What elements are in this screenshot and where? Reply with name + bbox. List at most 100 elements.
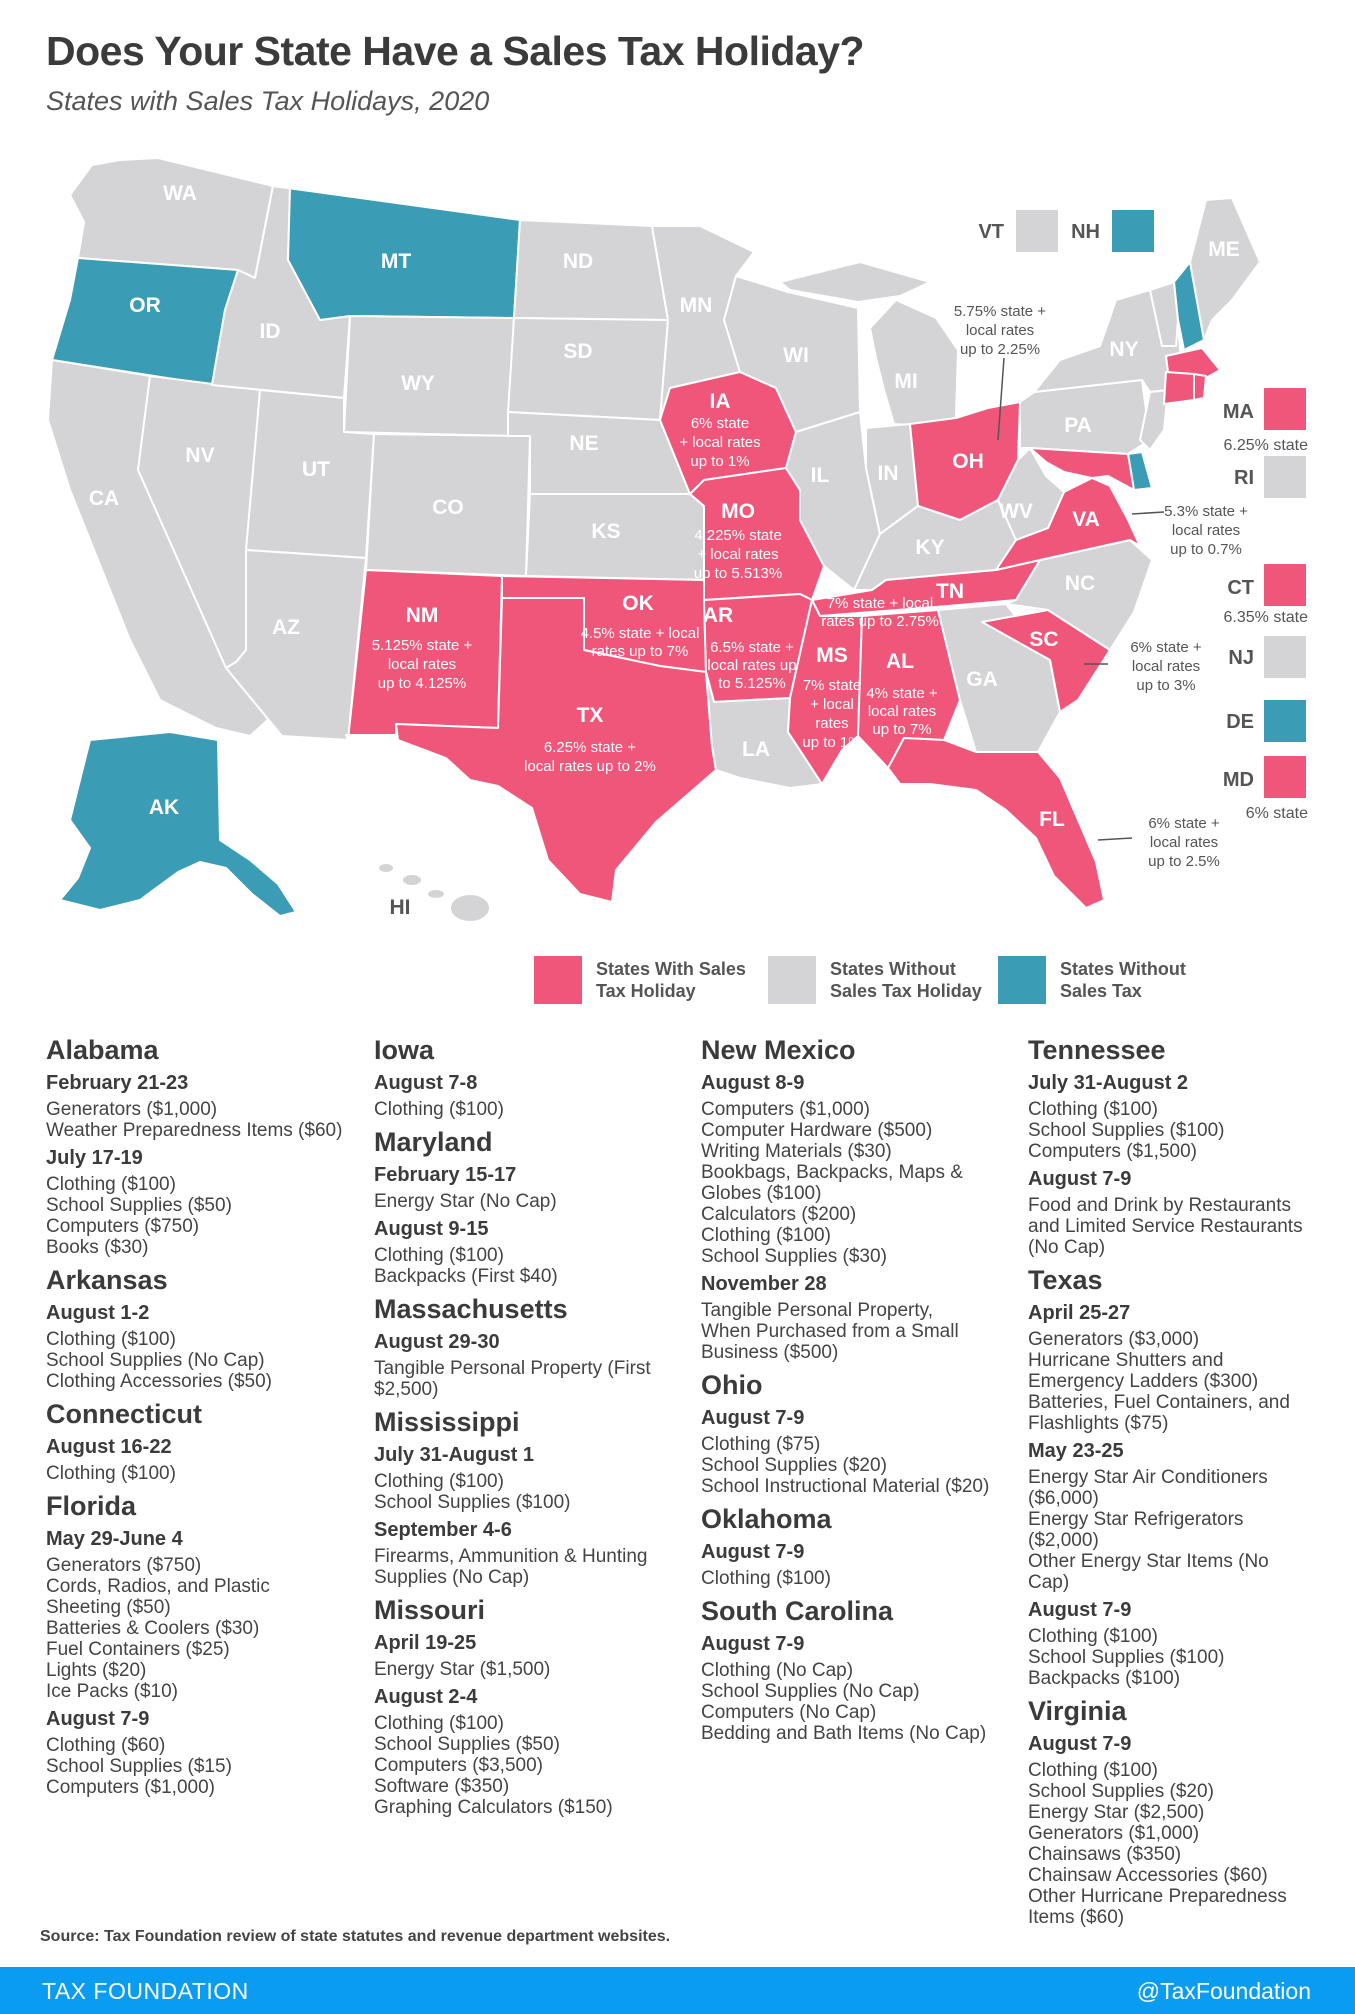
holiday-dates: August 8-9	[701, 1072, 805, 1094]
state-label-OR: OR	[129, 294, 161, 317]
holiday-missouri: Missouri April 19-25 Energy Star ($1,500) A…	[374, 1594, 694, 1818]
holiday-item: Energy Star (No Cap)	[374, 1191, 557, 1212]
footer-handle[interactable]: @TaxFoundation	[1136, 1978, 1311, 2004]
holiday-items: Tangible Personal Property, When Purchase…	[701, 1300, 1021, 1363]
holiday-item: (No Cap)	[1028, 1237, 1106, 1258]
holiday-dates: July 31-August 2	[1028, 1072, 1189, 1094]
rate-note-MS: up to 1%	[802, 734, 861, 751]
holiday-item: Globes ($100)	[701, 1183, 822, 1204]
state-heading: Virginia	[1028, 1696, 1127, 1726]
holiday-item: Batteries, Fuel Containers, and	[1028, 1392, 1290, 1413]
box-rate-CT: 6.35% state	[1224, 609, 1309, 626]
holiday-item: Books ($30)	[46, 1237, 149, 1258]
holiday-items: Clothing ($100)	[701, 1568, 1021, 1589]
holiday-item: Clothing ($60)	[46, 1735, 166, 1756]
rate-note-MO: up to 5.513%	[694, 565, 782, 582]
holiday-item: Energy Star Refrigerators	[1028, 1509, 1244, 1530]
rate-note-VA: up to 0.7%	[1170, 541, 1242, 558]
state-FL	[887, 737, 1105, 909]
holiday-dates: August 29-30	[374, 1331, 500, 1353]
holiday-dates: August 7-9	[701, 1633, 805, 1655]
legend-no-tax-swatch	[998, 956, 1046, 1004]
rate-note-TX: 6.25% state +	[544, 739, 636, 756]
holiday-items: Energy Star (No Cap)	[374, 1191, 694, 1212]
state-IL	[785, 411, 881, 591]
state-MI	[869, 299, 959, 427]
holiday-item: Generators ($750)	[46, 1555, 202, 1576]
state-heading: South Carolina	[701, 1596, 894, 1626]
state-label-TX: TX	[577, 704, 604, 727]
state-LA	[705, 671, 823, 789]
holiday-items: Clothing ($100) School Supplies ($20) Ener…	[1028, 1760, 1348, 1928]
box-label-MA: MA	[1223, 401, 1254, 423]
holiday-item: Writing Materials ($30)	[701, 1141, 892, 1162]
holiday-items: Computers ($1,000) Computer Hardware ($50…	[701, 1099, 1021, 1267]
state-label-OH: OH	[952, 450, 984, 473]
state-WV	[997, 447, 1065, 541]
holiday-items: Clothing ($60) School Supplies ($15) Compu…	[46, 1735, 366, 1798]
rate-note-MS: rates	[815, 715, 848, 732]
holiday-item: School Supplies ($50)	[46, 1195, 232, 1216]
state-ME	[1189, 197, 1261, 341]
holiday-item: Calculators ($200)	[701, 1204, 857, 1225]
rate-note-IA: up to 1%	[690, 453, 749, 470]
holiday-item: Items ($60)	[1028, 1907, 1125, 1928]
holiday-item: Computer Hardware ($500)	[701, 1120, 933, 1141]
state-heading: Alabama	[46, 1035, 159, 1065]
legend-no-holiday-swatch	[768, 956, 816, 1004]
state-label-NC: NC	[1065, 572, 1095, 595]
box-label-DE: DE	[1226, 711, 1254, 733]
holiday-items: Clothing ($75) School Supplies ($20) Schoo…	[701, 1434, 1021, 1497]
holiday-item: Computers ($1,000)	[46, 1777, 215, 1798]
state-label-WV: WV	[999, 500, 1033, 523]
state-label-KS: KS	[591, 520, 620, 543]
state-MA	[1165, 347, 1221, 379]
holiday-dates: August 7-9	[701, 1541, 805, 1563]
rate-note-SC: up to 3%	[1136, 677, 1195, 694]
state-NC	[1005, 539, 1153, 651]
holiday-item: School Supplies (No Cap)	[701, 1681, 920, 1702]
state-label-SC: SC	[1029, 628, 1058, 651]
box-NH	[1112, 210, 1154, 252]
state-label-ND: ND	[563, 250, 593, 273]
rate-note-VA: local rates	[1172, 522, 1240, 539]
state-heading: Massachusetts	[374, 1294, 568, 1324]
holiday-items: Clothing ($100) School Supplies ($50) Comp…	[374, 1713, 694, 1818]
holiday-item: Batteries & Coolers ($30)	[46, 1618, 260, 1639]
holiday-massachusetts: Massachusetts August 29-30 Tangible Person…	[374, 1293, 694, 1400]
holiday-item: Clothing Accessories ($50)	[46, 1371, 272, 1392]
box-rate-MA: 6.25% state	[1224, 437, 1309, 454]
state-AZ	[225, 549, 367, 741]
state-label-WA: WA	[163, 182, 197, 205]
holiday-item: Clothing ($100)	[374, 1245, 504, 1266]
holiday-texas: Texas April 25-27 Generators ($3,000) Hurri…	[1028, 1264, 1348, 1689]
holiday-dates: August 9-15	[374, 1218, 489, 1240]
state-heading: Mississippi	[374, 1407, 520, 1437]
holiday-dates: August 7-9	[1028, 1599, 1132, 1621]
rate-note-OH: local rates	[966, 322, 1034, 339]
state-label-NV: NV	[185, 444, 214, 467]
holiday-item: Clothing ($100)	[1028, 1099, 1158, 1120]
holiday-item: School Supplies ($20)	[701, 1455, 887, 1476]
state-label-LA: LA	[742, 738, 770, 761]
rate-note-OK: rates up to 7%	[592, 643, 689, 660]
state-heading: Florida	[46, 1491, 137, 1521]
holiday-item: Generators ($3,000)	[1028, 1329, 1200, 1350]
box-label-RI: RI	[1234, 467, 1254, 489]
rate-note-MS: + local	[810, 696, 854, 713]
footer-brand: TAX FOUNDATION	[42, 1978, 249, 2004]
holiday-item: Generators ($1,000)	[46, 1099, 218, 1120]
holiday-items: Food and Drink by Restaurants and Limited…	[1028, 1195, 1348, 1258]
rate-note-AR: to 5.125%	[718, 675, 786, 692]
state-label-NE: NE	[569, 432, 598, 455]
holiday-items: Energy Star ($1,500)	[374, 1659, 694, 1680]
holiday-dates: April 25-27	[1028, 1302, 1131, 1324]
holiday-items: Generators ($1,000) Weather Preparedness …	[46, 1099, 366, 1141]
holiday-items: Clothing (No Cap) School Supplies (No Cap…	[701, 1660, 1021, 1744]
holiday-item: Computers (No Cap)	[701, 1702, 877, 1723]
holiday-items: Clothing ($100) Backpacks (First $40)	[374, 1245, 694, 1287]
holiday-dates: May 23-25	[1028, 1440, 1124, 1462]
holiday-item: Clothing ($100)	[46, 1174, 176, 1195]
state-label-MO: MO	[721, 500, 755, 523]
holiday-item: School Supplies ($15)	[46, 1756, 232, 1777]
